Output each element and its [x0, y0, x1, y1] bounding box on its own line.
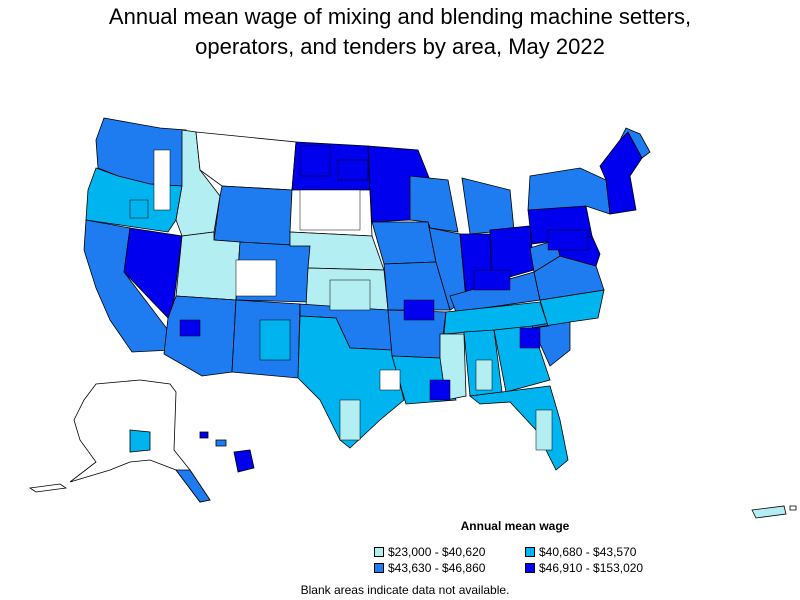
alaska	[28, 379, 211, 503]
region-hawaii-maui	[215, 439, 227, 447]
puerto-rico	[751, 505, 797, 519]
region-alaska-aleutians	[28, 483, 68, 493]
region-iowa	[371, 221, 437, 265]
legend-label-2: $40,680 - $43,570	[539, 545, 637, 559]
region-puerto-rico	[751, 505, 787, 519]
legend-item-1: $23,000 - $40,620	[374, 545, 485, 559]
region-hawaii-oahu	[199, 431, 209, 439]
legend-label-1: $23,000 - $40,620	[388, 545, 486, 559]
region-virgin-islands	[789, 505, 797, 511]
region-alaska-southeast	[175, 469, 211, 503]
region-montana	[195, 131, 297, 191]
map-title-line1: Annual mean wage of mixing and blending …	[108, 4, 692, 29]
region-hawaii-big-island	[233, 449, 255, 473]
legend-swatch-2	[525, 547, 535, 557]
legend-label-4: $46,910 - $153,020	[539, 561, 644, 575]
region-florida	[469, 385, 569, 471]
region-wyoming	[213, 185, 293, 247]
region-michigan	[461, 177, 515, 235]
region-utah	[175, 231, 241, 301]
map-title: Annual mean wage of mixing and blending …	[0, 2, 800, 62]
region-texas	[297, 315, 405, 449]
legend-label-3: $43,630 - $46,860	[388, 561, 486, 575]
region-alaska-area	[129, 429, 151, 453]
legend-item-3: $43,630 - $46,860	[374, 561, 485, 575]
region-new-york	[527, 167, 611, 215]
footnote: Blank areas indicate data not available.	[300, 583, 510, 597]
legend-title: Annual mean wage	[460, 519, 570, 533]
legend-swatch-3	[374, 563, 384, 573]
legend-swatch-1	[374, 547, 384, 557]
hawaii	[199, 431, 255, 473]
area-accents	[129, 145, 589, 451]
legend-item-4: $46,910 - $153,020	[525, 561, 643, 575]
map-title-line2: operators, and tenders by area, May 2022	[195, 34, 605, 59]
legend-swatch-4	[525, 563, 535, 573]
legend-item-2: $40,680 - $43,570	[525, 545, 636, 559]
region-maine	[619, 127, 651, 159]
